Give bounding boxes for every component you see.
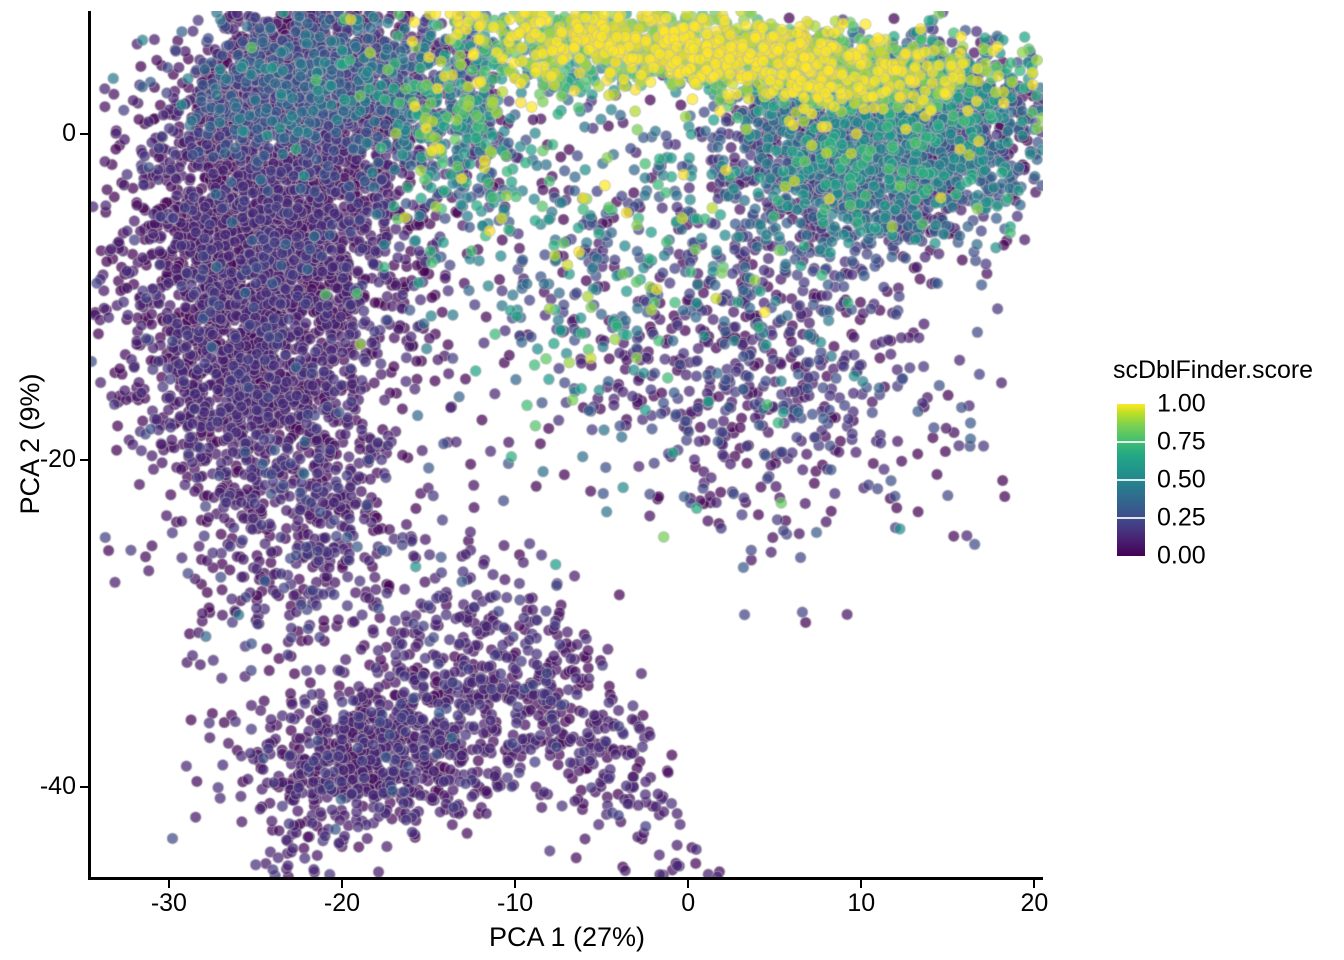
x-tick-label: 10 bbox=[847, 889, 876, 917]
y-axis-title: PCA 2 (9%) bbox=[15, 373, 45, 515]
legend-key-label: 1.00 bbox=[1157, 389, 1206, 418]
legend-key-label: 0.25 bbox=[1157, 503, 1206, 532]
color-legend: scDblFinder.score 1.00 0.75 0.50 0.25 0.00 bbox=[1113, 356, 1333, 568]
y-tick-mark bbox=[80, 459, 88, 462]
x-axis-title: PCA 1 (27%) bbox=[488, 922, 646, 952]
x-tick-mark bbox=[167, 880, 170, 888]
legend-key-label: 0.00 bbox=[1157, 541, 1206, 570]
y-tick-label: -40 bbox=[39, 772, 76, 801]
scatter-points-canvas[interactable] bbox=[91, 11, 1043, 877]
legend-title: scDblFinder.score bbox=[1113, 356, 1314, 384]
legend-tick-mark bbox=[1117, 441, 1145, 443]
legend-key-label: 0.50 bbox=[1157, 465, 1206, 494]
y-tick-mark bbox=[80, 132, 88, 135]
x-tick-label: -30 bbox=[150, 889, 187, 917]
x-axis-line bbox=[88, 877, 1043, 880]
legend-tick-mark bbox=[1117, 479, 1145, 481]
legend-tick-mark bbox=[1117, 517, 1145, 519]
y-axis-line bbox=[88, 11, 91, 880]
x-tick-label: 20 bbox=[1020, 889, 1049, 917]
y-tick-mark bbox=[80, 786, 88, 789]
x-tick-mark bbox=[687, 880, 690, 888]
x-tick-label: -20 bbox=[323, 889, 361, 917]
legend-colorbar-group: 1.00 0.75 0.50 0.25 0.00 bbox=[1117, 388, 1333, 568]
x-tick-mark bbox=[860, 880, 863, 888]
scatter-plot-panel[interactable] bbox=[91, 11, 1043, 877]
x-tick-mark bbox=[514, 880, 517, 888]
x-tick-mark bbox=[1033, 880, 1036, 888]
legend-key-label: 0.75 bbox=[1157, 427, 1206, 456]
x-tick-mark bbox=[340, 880, 343, 888]
y-tick-label: -20 bbox=[39, 445, 76, 474]
x-tick-label: 0 bbox=[681, 889, 696, 917]
x-tick-label: -10 bbox=[496, 889, 534, 917]
y-tick-label: 0 bbox=[62, 118, 76, 147]
